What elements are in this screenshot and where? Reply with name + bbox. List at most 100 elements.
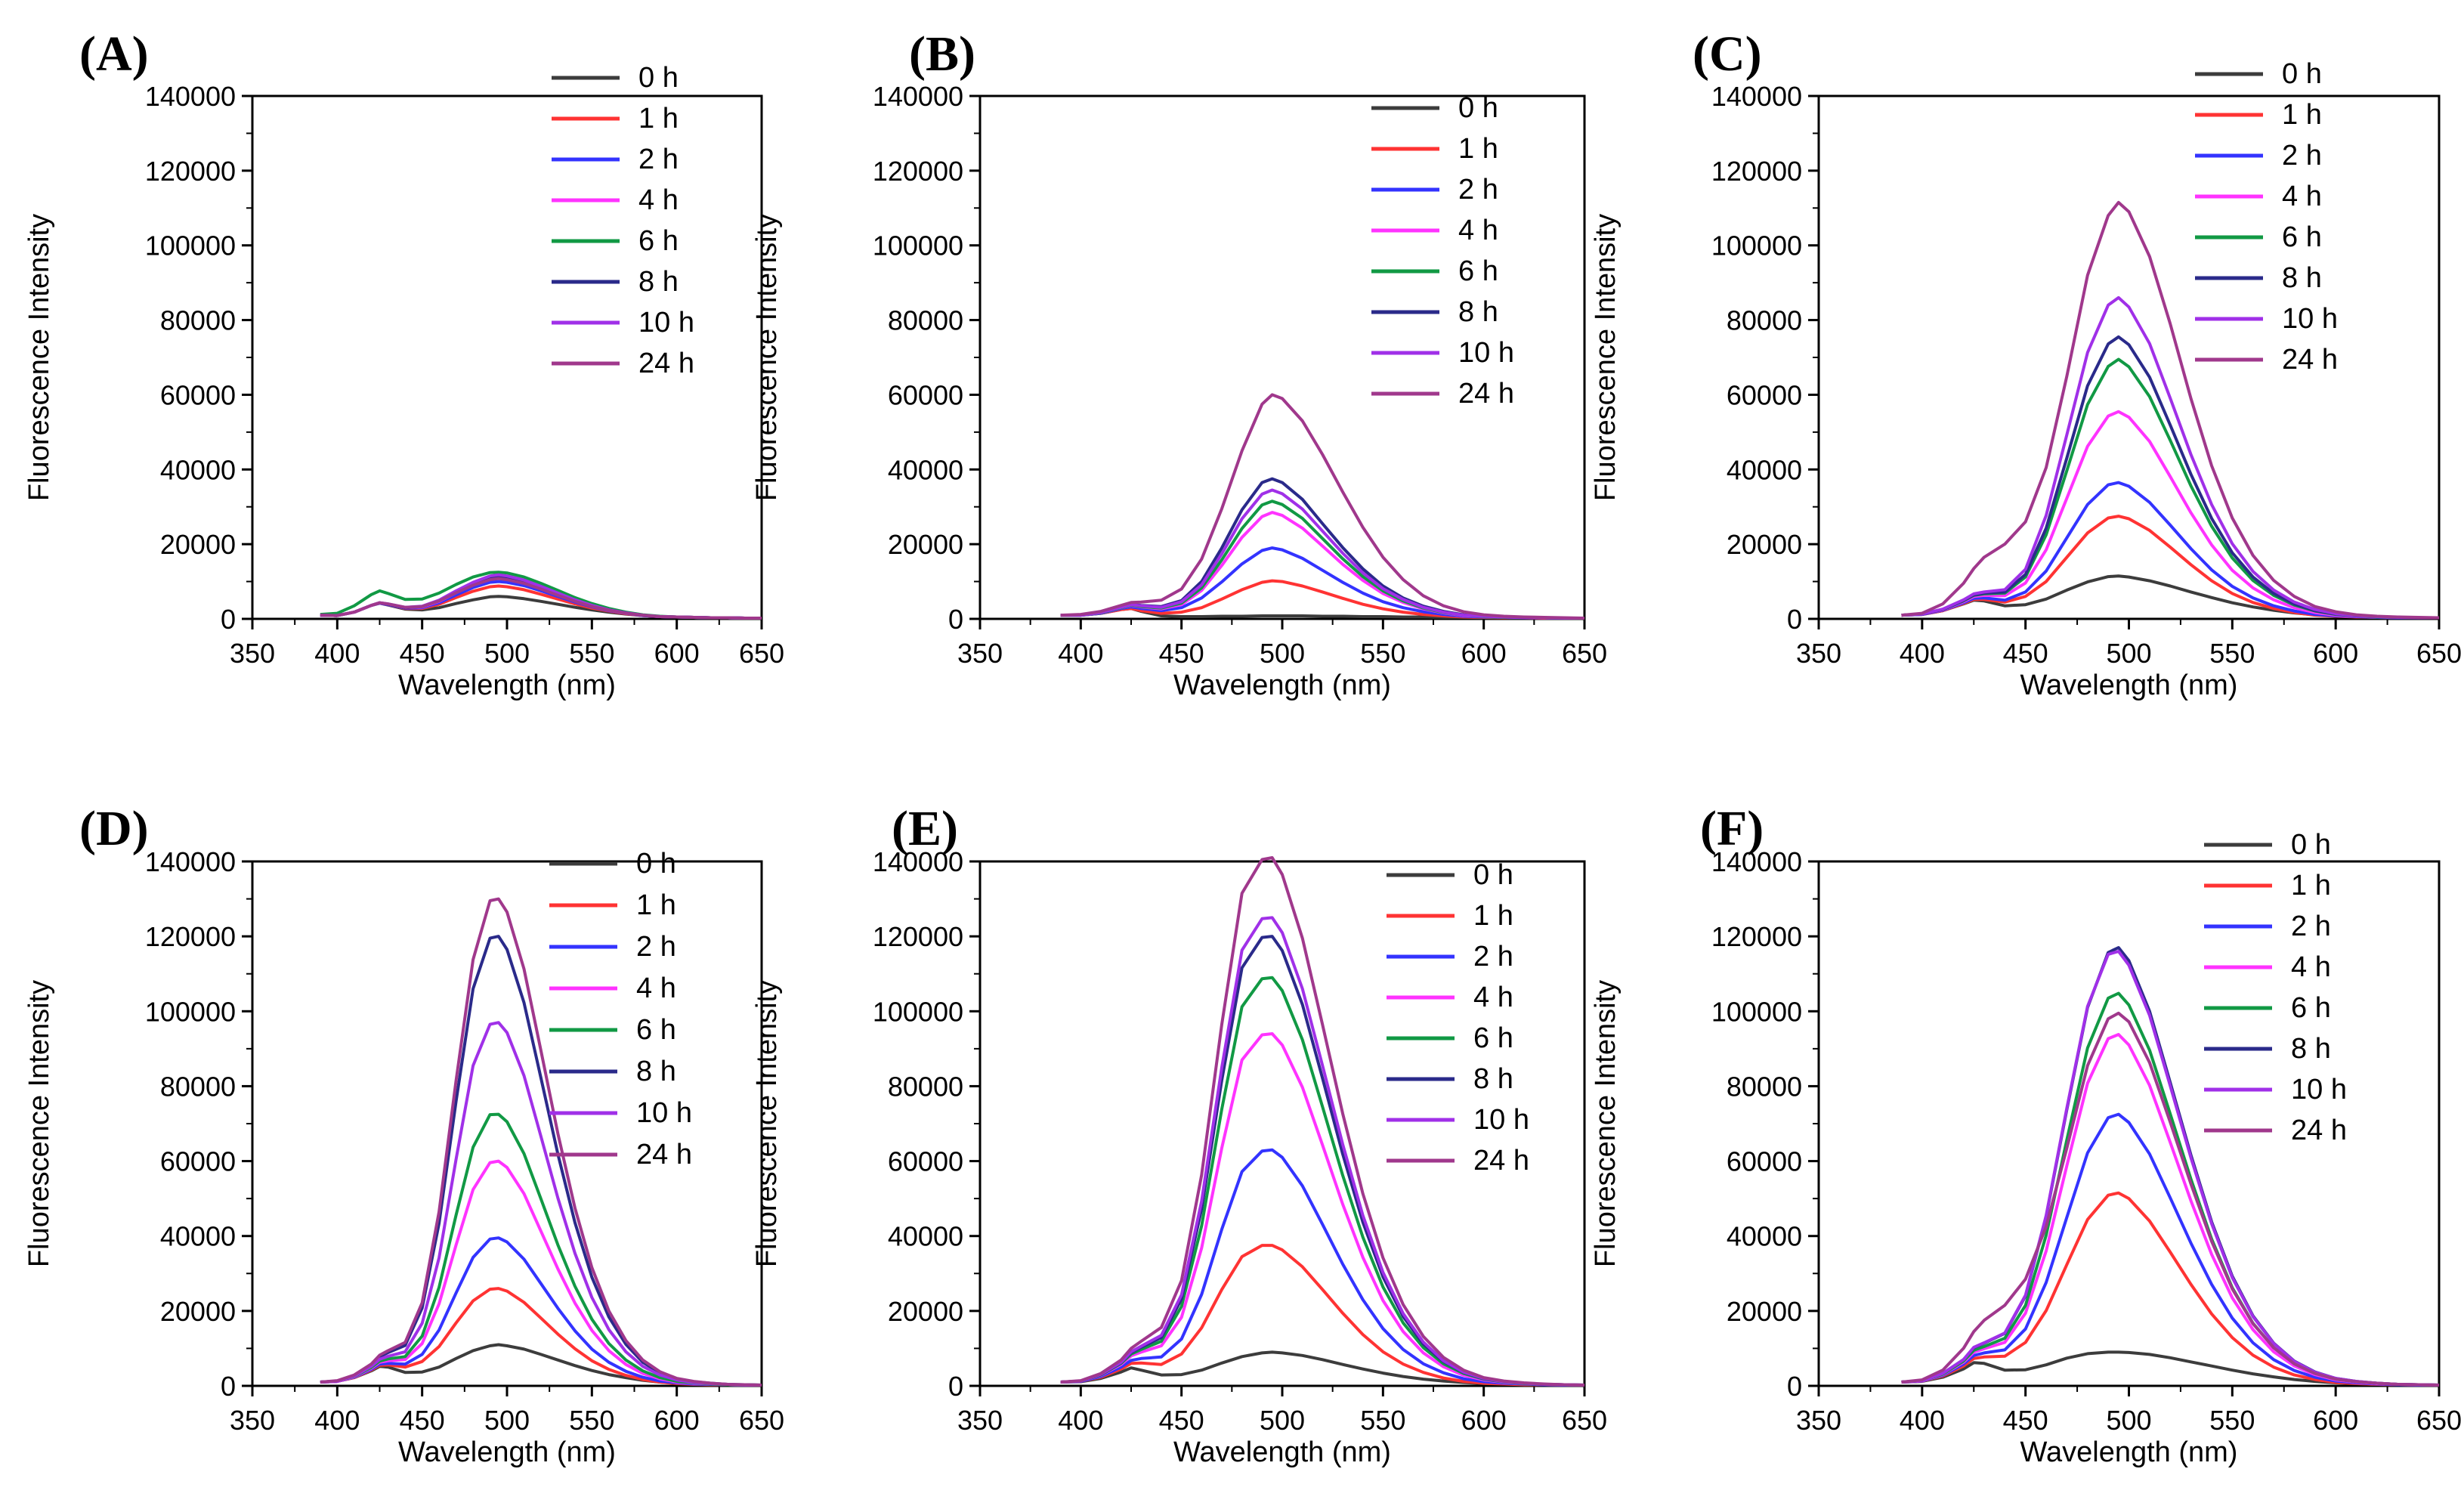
y-tick-label: 140000 [873,81,963,112]
legend-label: 4 h [1473,982,1513,1013]
panel-label: (C) [1693,26,1762,82]
series-line [1901,950,2440,1387]
legend-label: 10 h [2291,1074,2347,1106]
series-line [1060,488,1584,620]
y-axis-label: Fluorescence Intensity [1590,214,1622,501]
x-tick-label: 650 [1562,1405,1607,1436]
y-tick-label: 60000 [1727,1146,1802,1177]
x-tick-label: 650 [2416,638,2462,669]
y-axis-label: Fluorescence Intensity [751,980,783,1267]
y-tick-label: 0 [221,1371,236,1402]
x-tick-label: 350 [230,638,275,669]
legend-label: 10 h [2282,303,2338,335]
x-tick-label: 650 [739,1405,784,1436]
y-tick-label: 40000 [1727,1221,1802,1252]
x-tick-label: 400 [1058,638,1103,669]
legend-label: 0 h [1458,92,1498,124]
series-line [1901,295,2439,620]
y-tick-label: 40000 [1727,454,1802,485]
chart-panel-f: (F) 350 400 450 500 550 600 650 0 20000 40000 60000… [1590,801,2462,1468]
series-line [1060,579,1584,620]
y-tick-label: 0 [948,1371,963,1402]
x-tick-label: 450 [2003,638,2048,669]
legend-label: 1 h [1473,900,1513,932]
panel-label: (F) [1700,801,1764,856]
y-tick-label: 40000 [888,454,963,485]
x-tick-label: 350 [230,1405,275,1436]
series-line [320,897,762,1387]
legend-label: 24 h [1473,1145,1529,1177]
panel-label: (B) [909,26,975,82]
x-tick-label: 650 [1562,638,1607,669]
y-tick-label: 120000 [873,156,963,187]
legend-label: 2 h [636,931,676,963]
legend-label: 0 h [2282,58,2322,90]
y-tick-label: 0 [221,604,236,635]
x-tick-label: 350 [957,638,1003,669]
x-tick-label: 350 [957,1405,1003,1436]
y-tick-label: 120000 [873,921,963,952]
y-tick-label: 60000 [1727,379,1802,410]
series-line [320,577,762,620]
y-tick-label: 0 [1787,1371,1802,1402]
legend-label: 6 h [1473,1022,1513,1054]
y-tick-label: 80000 [160,305,236,336]
legend-label: 2 h [1458,174,1498,206]
y-tick-label: 120000 [1711,921,1802,952]
series-line [320,1287,762,1387]
legend-label: 10 h [636,1097,692,1129]
series-line [1060,856,1585,1387]
panel-label: (E) [892,801,958,856]
legend-label: 1 h [638,103,679,135]
legend-label: 0 h [638,62,679,94]
y-tick-label: 60000 [160,379,236,410]
x-tick-label: 500 [1260,1405,1305,1436]
legend-label: 24 h [2282,344,2338,376]
y-tick-label: 100000 [145,230,236,261]
x-tick-label: 350 [1796,1405,1841,1436]
x-tick-label: 600 [1461,638,1507,669]
x-tick-label: 400 [314,1405,360,1436]
legend-label: 0 h [1473,859,1513,891]
legend-label: 24 h [636,1139,692,1170]
legend-label: 4 h [636,973,676,1004]
x-tick-label: 450 [400,1405,445,1436]
y-tick-label: 60000 [888,379,963,410]
y-axis-label: Fluorescence Intensity [23,214,55,501]
y-tick-label: 40000 [888,1221,963,1252]
y-tick-label: 80000 [888,1071,963,1102]
series-line [320,1236,762,1387]
series-line [320,573,762,620]
panel-label: (A) [79,26,149,82]
legend-label: 10 h [1473,1104,1529,1136]
series-line [1901,515,2439,620]
y-tick-label: 100000 [1711,230,1802,261]
y-axis-label: Fluorescence Intensity [751,214,783,501]
series-line [1060,499,1584,620]
legend-label: 6 h [636,1014,676,1046]
x-axis-label: Wavelength (nm) [398,1436,616,1468]
x-tick-label: 650 [739,638,784,669]
series-line [1901,200,2440,620]
legend-label: 8 h [1458,296,1498,328]
y-tick-label: 140000 [873,846,963,877]
x-tick-label: 600 [654,638,700,669]
y-tick-label: 40000 [160,1221,236,1252]
y-tick-label: 120000 [1711,156,1802,187]
legend-label: 1 h [1458,133,1498,165]
legend-label: 0 h [2291,829,2331,861]
legend-label: 2 h [1473,941,1513,973]
legend-label: 2 h [638,144,679,175]
x-tick-label: 400 [1900,1405,1945,1436]
y-tick-label: 100000 [1711,996,1802,1027]
y-tick-label: 20000 [1727,529,1802,560]
series-line [320,595,762,620]
x-axis-label: Wavelength (nm) [1173,670,1391,701]
legend-label: 1 h [636,889,676,921]
x-tick-label: 400 [314,638,360,669]
x-tick-label: 550 [1360,638,1405,669]
chart-panel-d: (D) 350 400 450 500 550 600 650 0 20000 40000 60000… [23,801,784,1468]
legend-label: 8 h [1473,1063,1513,1095]
y-tick-label: 140000 [1711,846,1802,877]
x-axis-label: Wavelength (nm) [398,670,616,701]
